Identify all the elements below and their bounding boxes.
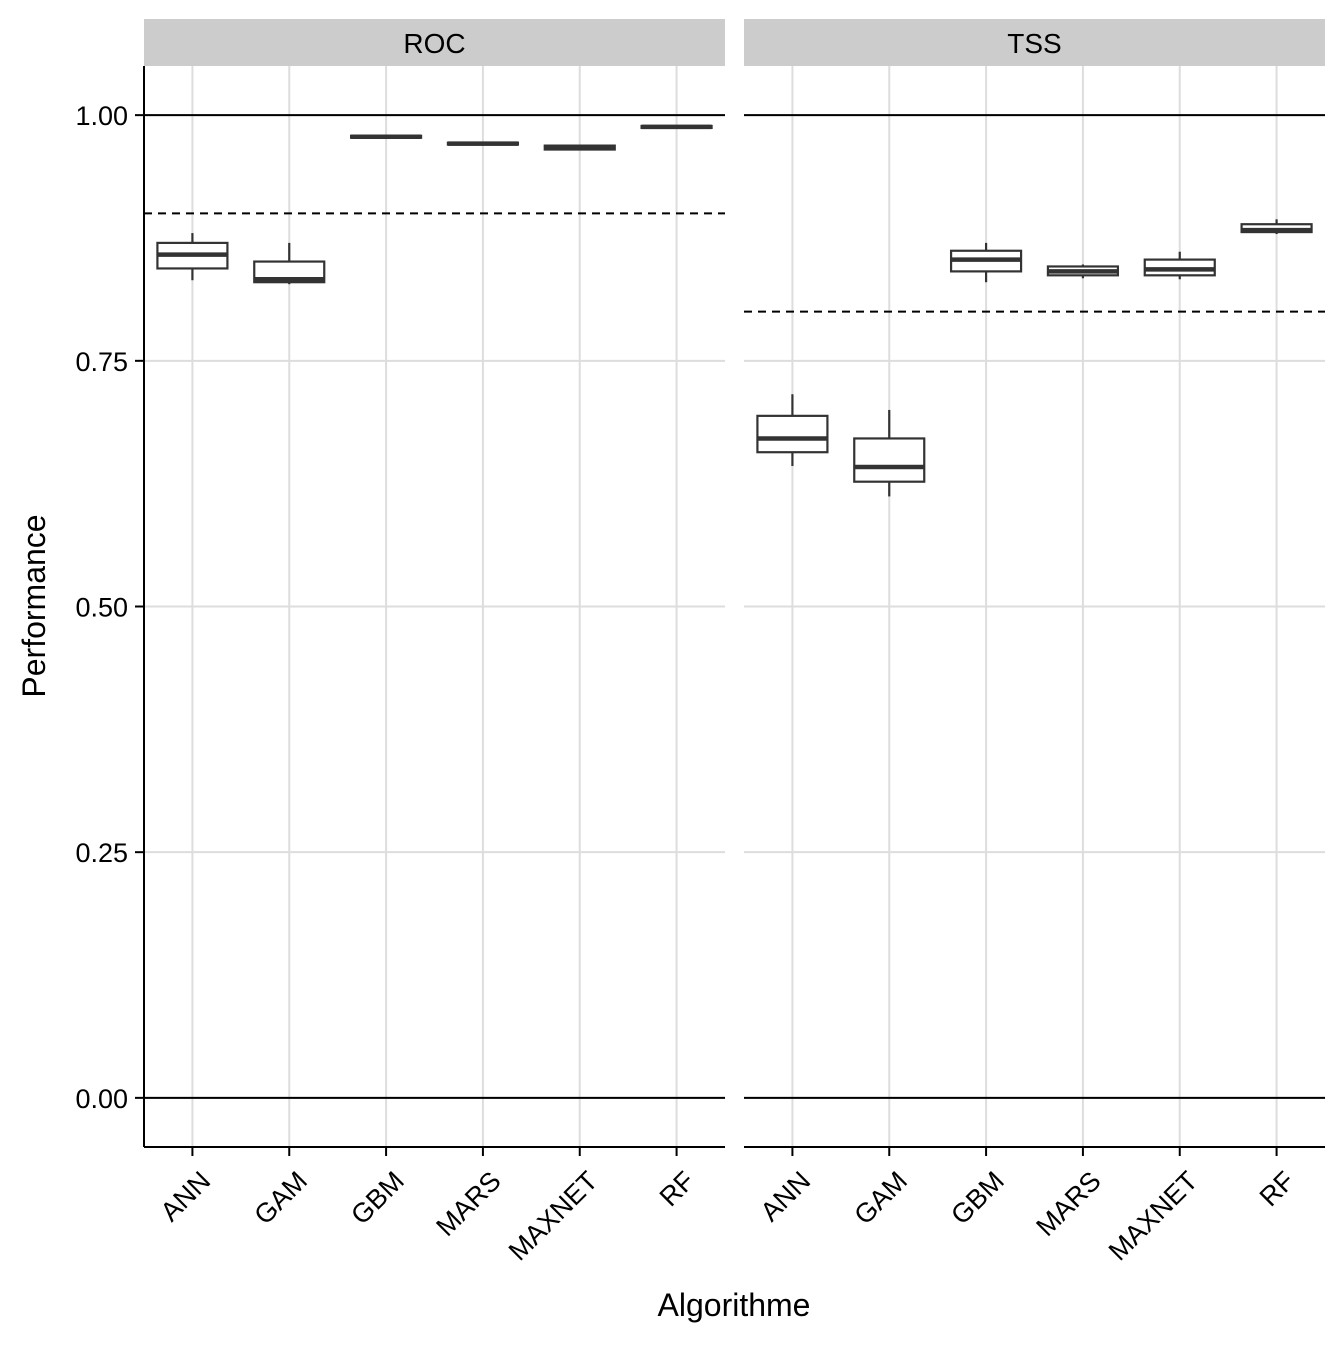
x-tick-label: ANN xyxy=(755,1166,817,1228)
box-rf xyxy=(1240,219,1313,235)
box-gbm xyxy=(349,134,423,140)
y-axis-title: Performance xyxy=(16,514,52,697)
box-iqr xyxy=(756,414,829,454)
x-tick-label: GBM xyxy=(945,1166,1010,1231)
facet-strip-label: TSS xyxy=(1007,28,1061,59)
box-ann xyxy=(156,233,229,281)
box-gbm xyxy=(949,242,1023,283)
x-tick-label: RF xyxy=(1254,1166,1301,1213)
y-tick-label: 0.50 xyxy=(75,593,128,623)
box-maxnet xyxy=(543,144,616,151)
box-maxnet xyxy=(1143,251,1216,280)
x-tick-label: GBM xyxy=(345,1166,410,1231)
box-mars xyxy=(1046,264,1120,279)
x-tick-label: MAXNET xyxy=(503,1166,604,1267)
x-tick-label: MARS xyxy=(430,1166,506,1242)
y-tick-label: 0.75 xyxy=(75,347,128,377)
facet-strip xyxy=(744,19,1325,66)
box-mars xyxy=(446,141,520,146)
x-tick-label: MAXNET xyxy=(1103,1166,1204,1267)
box-gam xyxy=(253,242,326,285)
y-axis: 0.00 0.25 0.50 0.75 1.00 xyxy=(75,66,145,1147)
y-tick-label: 0.25 xyxy=(75,838,128,868)
x-tick-label: GAM xyxy=(848,1166,913,1231)
facet-strip-label: ROC xyxy=(403,28,465,59)
box-rf xyxy=(640,124,713,130)
box-ann xyxy=(756,394,829,466)
x-tick-label: GAM xyxy=(248,1166,313,1231)
y-tick-label: 1.00 xyxy=(75,101,128,131)
facet-strip xyxy=(144,19,725,66)
box-iqr xyxy=(853,437,926,483)
x-axis-title: Algorithme xyxy=(658,1287,811,1323)
x-tick-label: ANN xyxy=(155,1166,217,1228)
x-tick-label: MARS xyxy=(1030,1166,1106,1242)
box-gam xyxy=(853,409,926,497)
y-tick-label: 0.00 xyxy=(75,1084,128,1114)
x-tick-label: RF xyxy=(654,1166,701,1213)
